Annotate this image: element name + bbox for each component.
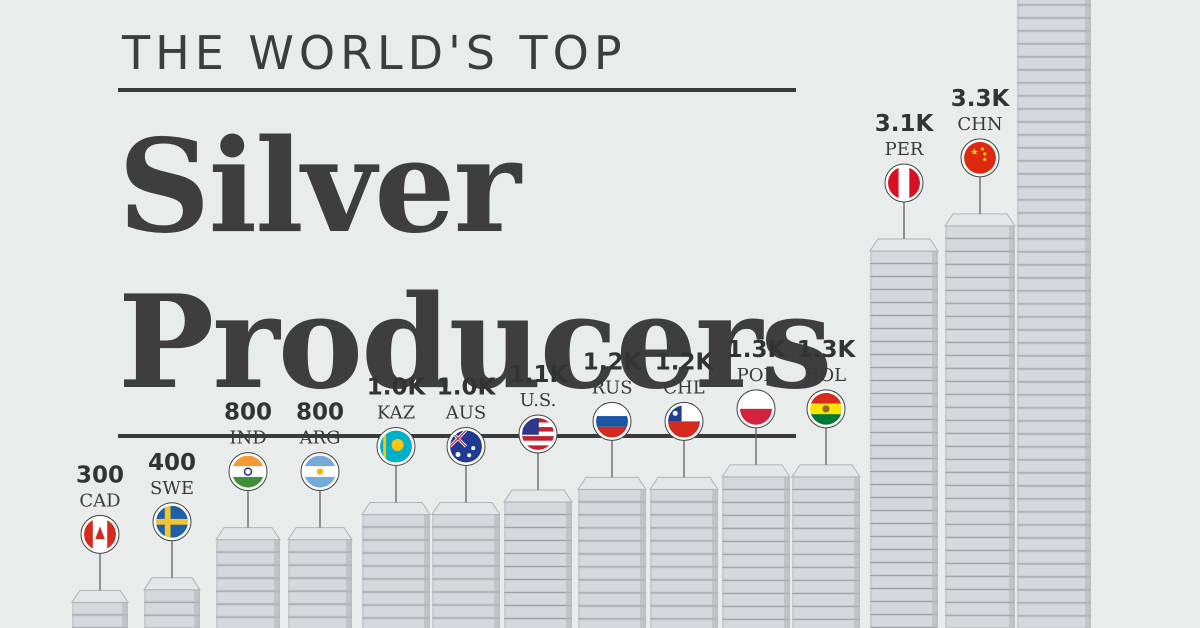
title-line-2: Producers xyxy=(118,268,832,418)
category-label: BOL xyxy=(806,365,846,386)
bar-bol xyxy=(791,464,861,628)
bar-cad xyxy=(71,589,129,628)
bar-aus xyxy=(431,502,501,628)
value-label: 300 xyxy=(76,462,124,488)
category-label: CAD xyxy=(79,490,120,511)
canada-flag-icon xyxy=(80,514,120,554)
bar-chn xyxy=(944,213,1016,628)
chile-flag-icon xyxy=(664,401,704,441)
category-label: SWE xyxy=(150,478,194,499)
category-label: KAZ xyxy=(377,403,415,424)
value-label: 1.2K xyxy=(655,349,715,375)
category-label: IND xyxy=(229,428,266,449)
bar-chl xyxy=(649,476,719,628)
value-label: 1.3K xyxy=(727,337,787,363)
usa-flag-icon xyxy=(518,414,558,454)
poland-flag-icon xyxy=(736,389,776,429)
title-line-1: Silver xyxy=(118,112,521,262)
category-label: POL xyxy=(737,365,776,386)
value-label: 400 xyxy=(148,450,196,476)
bar-pol xyxy=(721,464,791,628)
category-label: RUS xyxy=(591,377,632,398)
china-flag-icon xyxy=(960,138,1000,178)
value-label: 1.1K xyxy=(509,362,569,388)
bar-swe xyxy=(143,577,201,628)
kicker-title: THE WORLD'S TOP xyxy=(122,26,627,80)
value-label: 1.3K xyxy=(797,337,857,363)
kazakhstan-flag-icon xyxy=(376,427,416,466)
bolivia-flag-icon xyxy=(806,389,846,429)
sweden-flag-icon xyxy=(152,502,192,542)
top-divider xyxy=(118,88,796,92)
bar-rus xyxy=(577,476,647,628)
bar-arg xyxy=(287,527,353,628)
australia-flag-icon xyxy=(446,427,486,466)
bar-per xyxy=(869,238,939,628)
peru-flag-icon xyxy=(884,163,924,203)
russia-flag-icon xyxy=(592,401,632,441)
bar-kaz xyxy=(361,502,431,628)
argentina-flag-icon xyxy=(300,452,340,492)
value-label: 3.3K xyxy=(951,86,1011,112)
category-label: U.S. xyxy=(520,390,557,411)
bar-ind xyxy=(215,527,281,628)
bars-layer xyxy=(71,0,1091,628)
category-label: AUS xyxy=(445,403,487,424)
category-label: CHL xyxy=(663,377,704,398)
value-label: 800 xyxy=(224,400,272,426)
category-label: CHN xyxy=(957,114,1002,135)
value-label: 1.0K xyxy=(437,375,497,401)
value-label: 3.1K xyxy=(875,111,935,137)
value-label: 800 xyxy=(296,400,344,426)
value-label: 1.2K xyxy=(583,349,643,375)
bar-us xyxy=(503,489,573,628)
category-label: ARG xyxy=(299,428,341,449)
category-label: PER xyxy=(885,139,924,160)
bar-mex xyxy=(1017,0,1091,628)
india-flag-icon xyxy=(228,452,268,492)
value-label: 1.0K xyxy=(367,375,427,401)
